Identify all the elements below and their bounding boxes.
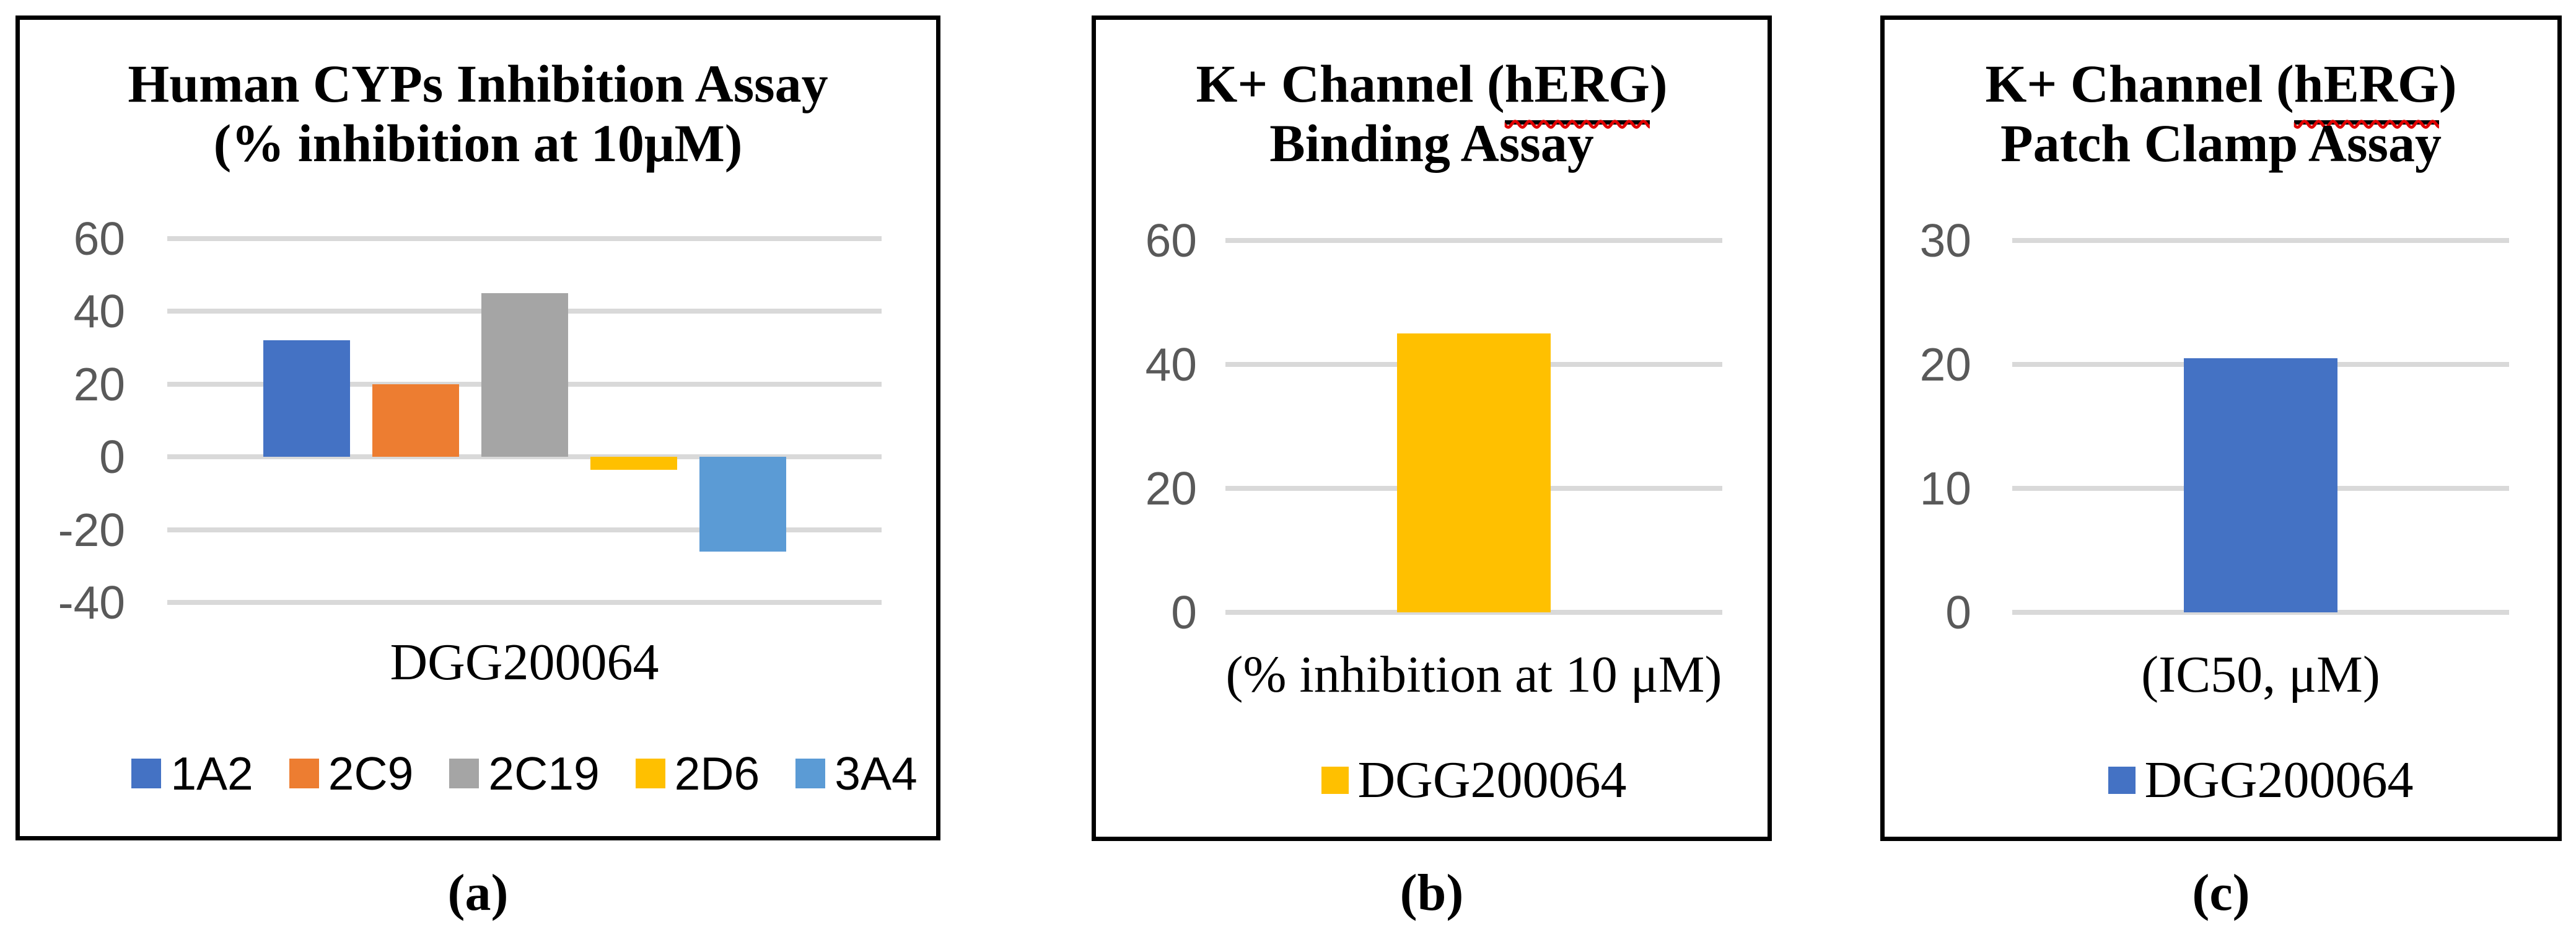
legend-label: DGG200064 [1357, 751, 1627, 809]
chart-title-b: K+ Channel (hERG) Binding Assay [1096, 54, 1768, 174]
y-tick-label-10: 10 [1919, 462, 1971, 514]
chart-title-a-line1: Human CYPs Inhibition Assay [128, 54, 828, 113]
chart-title-a: Human CYPs Inhibition Assay (% inhibitio… [20, 54, 936, 174]
y-tick-label--20: -20 [58, 503, 125, 556]
chart-title-b-line1: K+ Channel (hERG) [1096, 54, 1768, 125]
bar-2C19 [481, 293, 568, 457]
title-b-underlined-word: hERG [1504, 54, 1650, 125]
legend-c: DGG200064 [2012, 750, 2509, 810]
bar-2D6 [590, 457, 677, 470]
y-tick-label-20: 20 [1145, 462, 1197, 514]
legend-swatch-DGG200064 [1321, 766, 1349, 794]
bar-2C9 [372, 384, 459, 457]
caption-b: (b) [1400, 864, 1464, 922]
plot-area-b: 60 40 20 0 [1096, 20, 1768, 837]
gridline-y60 [1225, 238, 1722, 243]
title-c-pre: K+ Channel ( [1985, 54, 2294, 113]
x-axis-label-c: (IC50, μM) [2141, 646, 2380, 703]
y-tick-label-20: 20 [73, 358, 125, 410]
y-tick-label--40: -40 [58, 576, 125, 628]
legend-label: 1A2 [170, 747, 253, 800]
bar-1A2 [263, 340, 350, 457]
legend-label: 2C9 [328, 747, 414, 800]
legend-label: 3A4 [835, 747, 918, 800]
y-tick-label-30: 30 [1919, 214, 1971, 267]
bar-DGG200064 [2184, 358, 2337, 612]
spellcheck-squiggle: hERG [2293, 54, 2439, 125]
legend-item-DGG200064: DGG200064 [1321, 750, 1627, 810]
gridline-y0 [2012, 610, 2509, 615]
chart-title-c-line2: Patch Clamp Assay [2000, 113, 2442, 174]
chart-title-c-line1: K+ Channel (hERG) [1885, 54, 2557, 125]
title-c-post: ) [2438, 54, 2457, 113]
y-tick-label-0: 0 [99, 431, 125, 483]
gridline-y-20 [167, 527, 882, 532]
legend-b: DGG200064 [1225, 750, 1722, 810]
y-tick-label-0: 0 [1171, 586, 1197, 638]
gridline-y0 [1225, 610, 1722, 615]
y-tick-label-0: 0 [1945, 586, 1971, 638]
gridline-y60 [167, 236, 882, 241]
legend-label: 2C19 [488, 747, 600, 800]
legend-item-1A2: 1A2 [131, 747, 253, 800]
title-b-post: ) [1649, 54, 1668, 113]
plot-area-a: 60 40 20 0 -20 -40 [20, 20, 936, 836]
title-c-underlined-word: hERG [2293, 54, 2439, 125]
gridline-y30 [2012, 238, 2509, 243]
spellcheck-squiggle: hERG [1504, 54, 1650, 125]
x-category-label-a: DGG200064 [390, 633, 659, 691]
legend-swatch-2D6 [635, 759, 665, 788]
gridline-y0 [167, 454, 882, 459]
legend-item-2C19: 2C19 [449, 747, 600, 800]
legend-swatch-DGG200064 [2108, 766, 2136, 794]
y-tick-label-60: 60 [1145, 214, 1197, 267]
legend-item-2C9: 2C9 [289, 747, 414, 800]
y-tick-label-60: 60 [73, 212, 125, 265]
title-b-pre: K+ Channel ( [1196, 54, 1505, 113]
chart-title-a-line2: (% inhibition at 10μM) [213, 113, 743, 174]
legend-item-2D6: 2D6 [635, 747, 760, 800]
panel-herg-binding-chart: K+ Channel (hERG) Binding Assay 60 40 20 0 … [1092, 15, 1772, 841]
legend-item-3A4: 3A4 [795, 747, 918, 800]
panel-cyp-inhibition-chart: Human CYPs Inhibition Assay (% inhibitio… [15, 15, 940, 840]
plot-area-c: 30 20 10 0 [1885, 20, 2557, 837]
legend-swatch-2C19 [449, 759, 480, 788]
legend-swatch-2C9 [289, 759, 319, 788]
chart-title-b-line2: Binding Assay [1269, 113, 1594, 174]
x-axis-label-b: (% inhibition at 10 μM) [1225, 646, 1722, 703]
legend-label: DGG200064 [2144, 751, 2414, 809]
caption-c: (c) [2192, 864, 2250, 922]
y-tick-label-40: 40 [1145, 338, 1197, 390]
chart-title-c: K+ Channel (hERG) Patch Clamp Assay [1885, 54, 2557, 174]
legend-swatch-3A4 [795, 759, 826, 788]
legend-a: 1A2 2C9 2C19 2D6 3A4 [131, 747, 918, 800]
bar-3A4 [699, 457, 786, 552]
legend-swatch-1A2 [131, 759, 162, 788]
caption-a: (a) [447, 864, 509, 922]
y-tick-label-40: 40 [73, 285, 125, 337]
legend-item-DGG200064: DGG200064 [2108, 750, 2414, 810]
panel-herg-patch-clamp-chart: K+ Channel (hERG) Patch Clamp Assay 30 20… [1880, 15, 2562, 841]
gridline-y-40 [167, 600, 882, 605]
legend-label: 2D6 [674, 747, 760, 800]
bar-DGG200064 [1397, 333, 1551, 612]
y-tick-label-20: 20 [1919, 338, 1971, 390]
